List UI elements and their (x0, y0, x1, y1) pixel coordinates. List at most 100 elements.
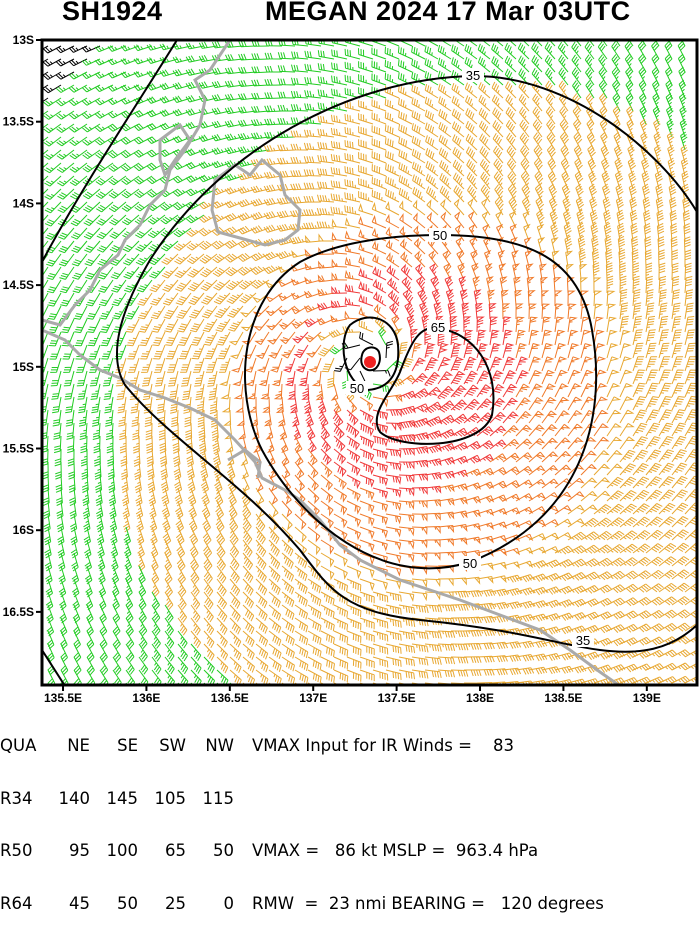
wind-barb (671, 489, 688, 502)
wind-barb (133, 149, 153, 158)
wind-barb (549, 209, 558, 229)
wind-barb (281, 617, 295, 633)
wind-barb (541, 343, 554, 359)
wind-barb (237, 186, 257, 194)
wind-barb (68, 58, 88, 67)
wind-barb (303, 142, 322, 151)
wind-barb (528, 560, 548, 569)
wind-barb (553, 276, 562, 294)
wind-barb (358, 216, 374, 229)
wind-barb (226, 461, 236, 481)
wind-barb (135, 227, 153, 239)
wind-barb (412, 174, 426, 190)
wind-barb (42, 461, 49, 480)
wind-barb (640, 131, 648, 151)
wind-barb (515, 397, 532, 411)
wind-barb (317, 141, 335, 151)
wind-barb (658, 275, 667, 294)
wind-barb (632, 342, 644, 359)
wind-barb (248, 396, 257, 413)
wind-barb (237, 225, 257, 235)
wind-barb (528, 640, 548, 649)
table-cell: 100 (106, 841, 139, 860)
wind-barb (138, 604, 147, 624)
wind-barb (331, 218, 348, 229)
wind-barb (108, 487, 116, 507)
wind-barb (218, 357, 231, 373)
wind-barb (268, 669, 282, 685)
wind-barb (185, 422, 193, 441)
wind-barb (320, 565, 335, 581)
wind-barb (186, 253, 205, 265)
wind-barb (71, 578, 80, 598)
wind-barb (584, 54, 595, 73)
wind-barb (577, 222, 586, 242)
wind-barb (85, 591, 94, 611)
wind-barb (209, 396, 218, 415)
wind-barb (229, 344, 244, 360)
wind-barb (658, 382, 672, 398)
wind-barb (671, 262, 679, 281)
wind-barb (424, 58, 439, 73)
wind-barb (320, 539, 335, 555)
wind-barb (43, 123, 62, 134)
wind-barb (372, 278, 387, 294)
wind-barb (187, 279, 205, 292)
wind-barb (125, 578, 133, 598)
wind-barb (99, 630, 108, 650)
wind-barb (601, 40, 608, 47)
wind-barb (638, 53, 647, 73)
wind-barb (158, 423, 166, 441)
wind-barb (489, 356, 503, 372)
wind-barb (99, 604, 107, 624)
wind-barb (593, 651, 613, 660)
wind-barb (489, 329, 500, 346)
wind-barb (606, 382, 621, 398)
lat-tick-label: 15.5S (3, 442, 34, 456)
vmax-ir-note: VMAX Input for IR Winds = 83 (252, 736, 514, 755)
wind-barb (411, 135, 426, 151)
wind-barb (290, 130, 309, 138)
wind-barb (463, 576, 481, 585)
wind-barb (200, 279, 218, 292)
wind-barb (277, 65, 296, 73)
wind-barb (450, 455, 469, 465)
wind-barb (438, 96, 452, 112)
wind-barb (263, 224, 283, 233)
wind-barb (580, 558, 600, 568)
wind-barb (517, 42, 530, 60)
wind-barb (632, 356, 645, 372)
wind-barb (346, 669, 362, 682)
wind-barb (263, 197, 283, 206)
wind-barb (146, 136, 166, 144)
wind-barb (437, 551, 454, 560)
wind-barb (413, 212, 426, 229)
wind-barb (303, 156, 322, 164)
wind-barb (68, 71, 88, 80)
wind-barb (281, 656, 295, 672)
wind-barb (55, 58, 75, 67)
wind-barb (602, 196, 611, 216)
wind-barb (455, 236, 465, 255)
wind-barb (411, 432, 429, 441)
wind-barb (528, 546, 547, 554)
wind-barb (112, 643, 122, 663)
wind-barb (658, 302, 668, 320)
wind-barb (629, 196, 638, 216)
wind-barb (411, 388, 430, 399)
wind-barb (371, 164, 387, 177)
wind-barb (250, 185, 270, 193)
wind-barb (612, 105, 621, 125)
wind-barb (268, 643, 282, 660)
lon-tick-label: 137E (299, 691, 327, 705)
wind-barb (307, 617, 322, 632)
wind-map: 35 50 65 50 50 35 13S13.5S14S14.5S15S15.… (3, 33, 699, 705)
wind-barb (573, 118, 582, 138)
wind-barb (606, 557, 625, 567)
wind-barb (489, 453, 508, 463)
wind-barb (450, 497, 468, 505)
wind-barb (181, 370, 192, 387)
wind-barb (242, 578, 254, 596)
wind-barb (541, 478, 559, 489)
wind-barb (580, 450, 598, 463)
